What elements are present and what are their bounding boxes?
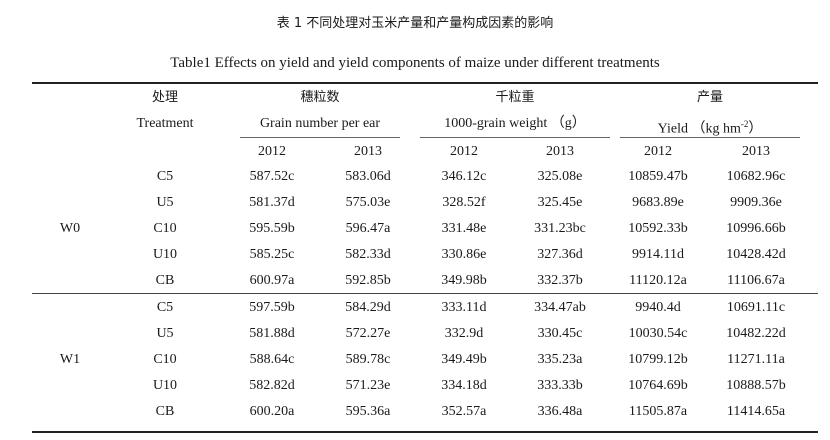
treatment-cell: C10 <box>153 352 177 367</box>
value-cell: 10996.66b <box>726 221 786 236</box>
value-cell: 327.36d <box>537 247 583 262</box>
value-cell: 10592.33b <box>628 221 688 236</box>
value-cell: 597.59b <box>249 300 295 315</box>
value-cell: 10482.22d <box>726 326 786 341</box>
header-yield-en-text: Yield （kg hm <box>657 121 741 137</box>
table-title-cn: 表 1 不同处理对玉米产量和产量构成因素的影响 <box>276 16 554 31</box>
value-cell: 325.08e <box>537 169 583 184</box>
header-grain-en: Grain number per ear <box>259 116 381 131</box>
value-cell: 589.78c <box>345 352 391 367</box>
value-cell: 587.52c <box>249 169 295 184</box>
treatment-cell: U10 <box>152 378 178 393</box>
treatment-cell: CB <box>155 273 175 288</box>
value-cell: 336.48a <box>537 404 583 419</box>
value-cell: 596.47a <box>345 221 391 236</box>
value-cell: 575.03e <box>345 195 391 210</box>
value-cell: 333.11d <box>441 300 487 315</box>
header-underline-weight <box>420 137 610 138</box>
treatment-cell: U5 <box>156 326 174 341</box>
value-cell: 328.52f <box>442 195 486 210</box>
value-cell: 333.33b <box>537 378 583 393</box>
value-cell: 10428.42d <box>726 247 786 262</box>
header-yield-en: Yield （kg hm-2） <box>620 115 800 139</box>
value-cell: 9940.4d <box>635 300 681 315</box>
value-cell: 595.59b <box>249 221 295 236</box>
value-cell: 9683.89e <box>632 195 684 210</box>
value-cell: 10691.11c <box>726 300 786 315</box>
value-cell: 334.18d <box>441 378 487 393</box>
value-cell: 11505.87a <box>628 404 688 419</box>
table-title-en: Table1 Effects on yield and yield compon… <box>170 55 660 71</box>
header-yield-en-sup: -2 <box>740 119 749 129</box>
top-rule <box>32 82 818 84</box>
value-cell: 581.37d <box>249 195 295 210</box>
value-cell: 10888.57b <box>726 378 786 393</box>
year-header: 2012 <box>450 144 478 159</box>
year-header: 2013 <box>354 144 382 159</box>
value-cell: 11106.67a <box>727 273 785 288</box>
value-cell: 10764.69b <box>628 378 688 393</box>
value-cell: 11414.65a <box>726 404 786 419</box>
header-treatment-en: Treatment <box>136 116 194 131</box>
value-cell: 585.25c <box>249 247 295 262</box>
value-cell: 346.12c <box>441 169 487 184</box>
year-header: 2012 <box>258 144 286 159</box>
value-cell: 335.23a <box>537 352 583 367</box>
value-cell: 10682.96c <box>726 169 786 184</box>
value-cell: 330.45c <box>537 326 583 341</box>
value-cell: 581.88d <box>249 326 295 341</box>
bottom-rule <box>32 431 818 433</box>
value-cell: 325.45e <box>537 195 583 210</box>
treatment-cell: U10 <box>152 247 178 262</box>
value-cell: 592.85b <box>345 273 391 288</box>
value-cell: 11120.12a <box>629 273 687 288</box>
value-cell: 583.06d <box>345 169 391 184</box>
value-cell: 10799.12b <box>628 352 688 367</box>
header-underline-grain <box>240 137 400 138</box>
value-cell: 332.37b <box>537 273 583 288</box>
value-cell: 352.57a <box>441 404 487 419</box>
treatment-cell: U5 <box>156 195 174 210</box>
value-cell: 9909.36e <box>730 195 782 210</box>
year-header: 2013 <box>546 144 574 159</box>
value-cell: 600.97a <box>249 273 295 288</box>
value-cell: 584.29d <box>345 300 391 315</box>
value-cell: 582.82d <box>249 378 295 393</box>
treatment-cell: CB <box>155 404 175 419</box>
treatment-cell: C5 <box>156 300 174 315</box>
value-cell: 10030.54c <box>628 326 688 341</box>
value-cell: 582.33d <box>345 247 391 262</box>
value-cell: 349.98b <box>441 273 487 288</box>
value-cell: 9914.11d <box>632 247 684 262</box>
value-cell: 588.64c <box>249 352 295 367</box>
value-cell: 595.36a <box>345 404 391 419</box>
header-grain-cn: 穗粒数 <box>300 90 340 105</box>
value-cell: 10859.47b <box>628 169 688 184</box>
value-cell: 571.23e <box>345 378 391 393</box>
year-header: 2012 <box>644 144 672 159</box>
value-cell: 349.49b <box>441 352 487 367</box>
group-label: W1 <box>59 352 81 367</box>
header-yield-en-close: ） <box>748 121 763 137</box>
value-cell: 331.23bc <box>534 221 586 236</box>
value-cell: 331.48e <box>441 221 487 236</box>
header-weight-en: 1000-grain weight （g） <box>444 116 586 131</box>
group-label: W0 <box>59 221 81 236</box>
value-cell: 572.27e <box>345 326 391 341</box>
value-cell: 334.47ab <box>534 300 586 315</box>
value-cell: 332.9d <box>444 326 484 341</box>
value-cell: 600.20a <box>249 404 295 419</box>
header-weight-cn: 千粒重 <box>495 90 535 105</box>
value-cell: 11271.11a <box>727 352 785 367</box>
middle-rule <box>32 293 818 294</box>
value-cell: 330.86e <box>441 247 487 262</box>
treatment-cell: C10 <box>153 221 177 236</box>
header-treatment-cn: 处理 <box>151 90 178 105</box>
header-yield-cn: 产量 <box>696 90 723 105</box>
year-header: 2013 <box>742 144 770 159</box>
treatment-cell: C5 <box>156 169 174 184</box>
header-underline-yield <box>620 137 800 138</box>
